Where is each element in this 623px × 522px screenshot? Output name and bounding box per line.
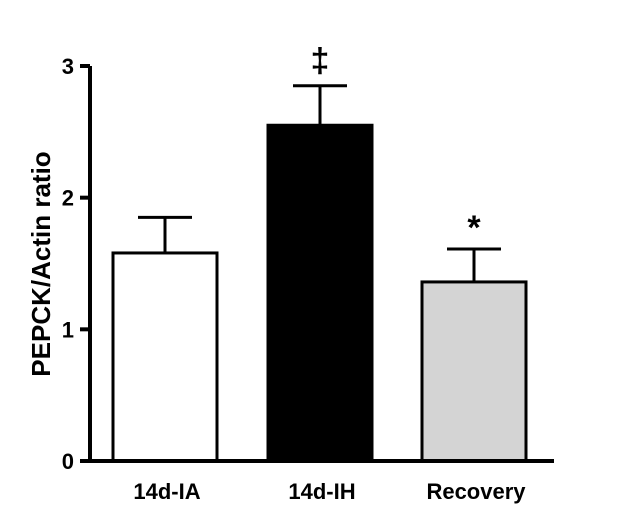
y-tick-label: 0 [62,449,74,474]
significance-marker: ‡ [311,42,330,80]
y-tick-label: 2 [62,186,74,211]
x-category-label: 14d-IA [133,479,200,504]
bar [111,251,219,463]
y-tick-label: 3 [62,54,74,79]
bar [266,123,374,463]
y-axis-label: PEPCK/Actin ratio [26,151,56,376]
bar [420,280,528,463]
y-tick-label: 1 [62,317,74,342]
significance-marker: * [467,209,481,247]
x-category-label: Recovery [426,479,526,504]
x-category-label: 14d-IH [288,479,355,504]
